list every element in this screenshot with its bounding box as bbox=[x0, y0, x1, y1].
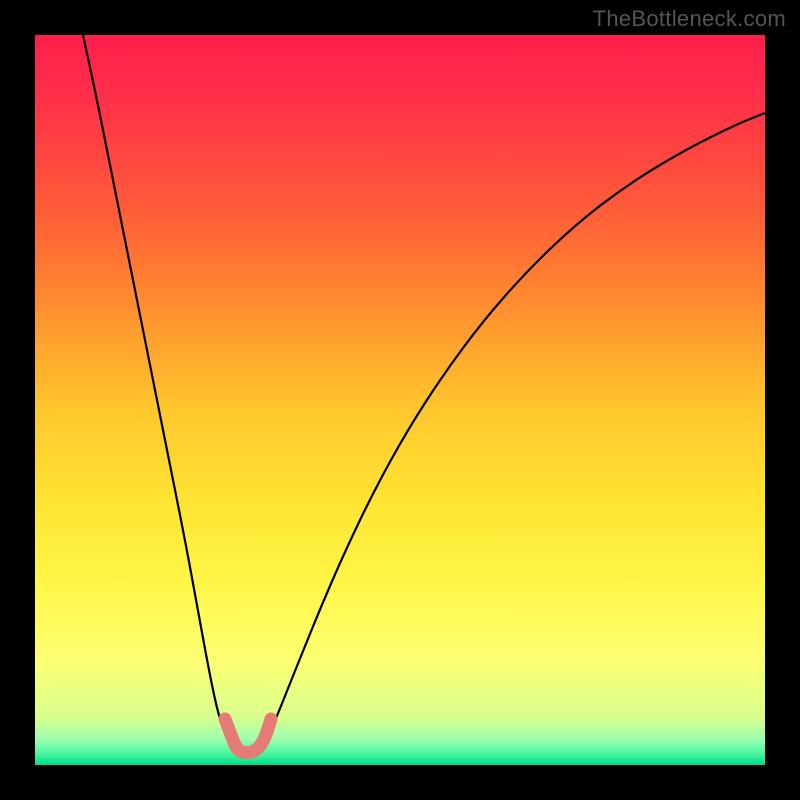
watermark-text: TheBottleneck.com bbox=[593, 6, 786, 32]
gradient-background-rect bbox=[35, 35, 765, 765]
chart-plot-area bbox=[35, 35, 765, 765]
chart-svg bbox=[35, 35, 765, 765]
